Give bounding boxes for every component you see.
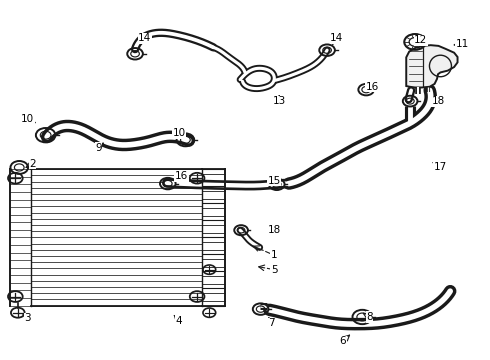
Text: 16: 16: [366, 82, 379, 92]
Text: 13: 13: [272, 96, 286, 106]
Text: 2: 2: [29, 159, 36, 169]
Text: 7: 7: [269, 319, 275, 328]
Text: 18: 18: [431, 96, 444, 106]
Text: 15: 15: [268, 176, 281, 186]
Text: 9: 9: [95, 143, 102, 153]
Polygon shape: [406, 45, 458, 87]
Text: 16: 16: [175, 171, 188, 181]
Text: 4: 4: [176, 316, 182, 325]
Text: 10: 10: [172, 129, 186, 138]
Text: 3: 3: [24, 313, 31, 323]
Text: 1: 1: [271, 250, 278, 260]
Text: 10: 10: [21, 114, 34, 124]
Text: 17: 17: [434, 162, 447, 172]
Text: 14: 14: [330, 33, 343, 43]
Text: 11: 11: [456, 39, 469, 49]
Text: 12: 12: [414, 35, 427, 45]
Text: 18: 18: [268, 225, 281, 235]
Text: 8: 8: [367, 312, 373, 322]
Text: 5: 5: [271, 265, 278, 275]
Text: 6: 6: [340, 336, 346, 346]
Text: 14: 14: [138, 33, 151, 43]
